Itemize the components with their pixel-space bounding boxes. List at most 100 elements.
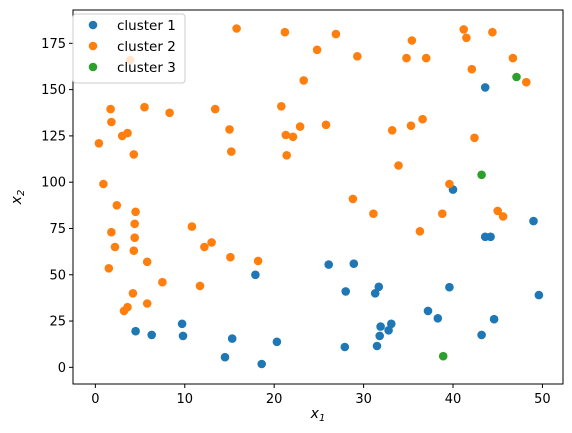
data-point — [489, 314, 499, 324]
data-point — [486, 232, 495, 242]
y-axis-label-sub: 2 — [16, 190, 27, 196]
y-tick-label: 100 — [41, 176, 66, 191]
data-point — [375, 331, 385, 341]
data-point — [207, 238, 216, 247]
data-point — [459, 25, 469, 34]
data-point — [200, 242, 209, 252]
data-point — [112, 201, 122, 210]
legend-item: cluster 2 — [88, 39, 176, 55]
data-point — [341, 287, 351, 296]
data-point — [130, 219, 139, 229]
data-point — [281, 130, 291, 140]
data-point — [227, 334, 237, 343]
legend-marker — [88, 20, 98, 30]
points-layer — [94, 24, 544, 369]
x-axis-label-main: x — [310, 406, 320, 422]
data-point — [282, 151, 292, 160]
y-tick-label: 75 — [49, 222, 66, 237]
data-point — [107, 117, 116, 127]
y-axis-label-main: x — [9, 195, 25, 205]
data-point — [220, 352, 230, 362]
data-point — [394, 161, 403, 170]
data-point — [257, 359, 267, 369]
data-point — [488, 27, 497, 37]
data-point — [438, 209, 447, 218]
data-point — [107, 227, 116, 237]
data-point — [529, 216, 538, 226]
data-point — [406, 121, 416, 130]
data-point — [349, 259, 359, 269]
data-point — [104, 264, 114, 273]
data-point — [331, 29, 341, 39]
data-point — [226, 252, 235, 262]
data-point — [372, 341, 382, 351]
data-point — [421, 53, 431, 63]
data-point — [498, 212, 508, 221]
x-tick-label: 50 — [534, 392, 551, 407]
data-point — [142, 299, 152, 308]
data-point — [253, 256, 263, 266]
data-point — [423, 306, 433, 316]
data-point — [177, 319, 187, 329]
data-point — [467, 64, 477, 74]
data-point — [353, 52, 362, 61]
data-point — [470, 133, 479, 143]
data-point — [131, 207, 140, 217]
x-tick-label: 40 — [445, 392, 462, 407]
data-point — [493, 206, 503, 216]
data-point — [130, 233, 139, 242]
data-point — [129, 246, 139, 255]
y-axis-label: x2 — [9, 190, 27, 206]
legend-frame — [72, 13, 186, 84]
legend: cluster 1 cluster 2 cluster 3 — [72, 13, 186, 84]
data-point — [477, 170, 486, 180]
data-point — [418, 114, 427, 124]
data-point — [165, 108, 174, 118]
legend-label: cluster 2 — [117, 39, 176, 55]
y-tick-label: 125 — [41, 129, 66, 144]
series-2 — [94, 24, 531, 316]
data-point — [534, 290, 544, 300]
y-tick-label: 175 — [41, 37, 66, 52]
data-point — [402, 53, 411, 63]
data-point — [131, 326, 140, 336]
data-point — [110, 242, 120, 252]
x-axis-label: x1 — [310, 406, 326, 424]
data-point — [387, 319, 396, 329]
data-point — [512, 72, 521, 82]
data-point — [232, 24, 241, 33]
plot-frame — [72, 9, 564, 385]
data-point — [123, 302, 132, 312]
data-point — [99, 179, 108, 189]
data-point — [407, 36, 417, 45]
data-point — [433, 314, 443, 323]
y-tick-label: 25 — [49, 315, 66, 330]
data-point — [340, 342, 350, 352]
x-axis: 0 10 20 30 40 50 — [91, 384, 551, 407]
data-point — [195, 281, 205, 291]
legend-items: cluster 1 cluster 2 cluster 3 — [88, 18, 176, 76]
data-point — [321, 120, 331, 130]
data-point — [280, 27, 290, 37]
data-point — [295, 122, 305, 131]
data-point — [227, 147, 236, 156]
legend-marker — [88, 41, 98, 51]
legend-marker — [88, 62, 98, 72]
data-point — [225, 125, 234, 134]
data-point — [288, 132, 298, 142]
data-point — [106, 104, 115, 114]
data-point — [272, 337, 282, 347]
data-point — [445, 179, 454, 189]
data-point — [477, 330, 486, 340]
data-point — [251, 270, 260, 280]
legend-label: cluster 1 — [117, 18, 176, 34]
data-point — [140, 102, 149, 112]
data-point — [123, 128, 132, 138]
x-axis-label-sub: 1 — [319, 413, 325, 424]
data-point — [384, 326, 393, 335]
data-point — [462, 33, 471, 43]
data-point — [324, 260, 334, 269]
data-point — [94, 139, 104, 148]
legend-label: cluster 3 — [117, 60, 176, 76]
